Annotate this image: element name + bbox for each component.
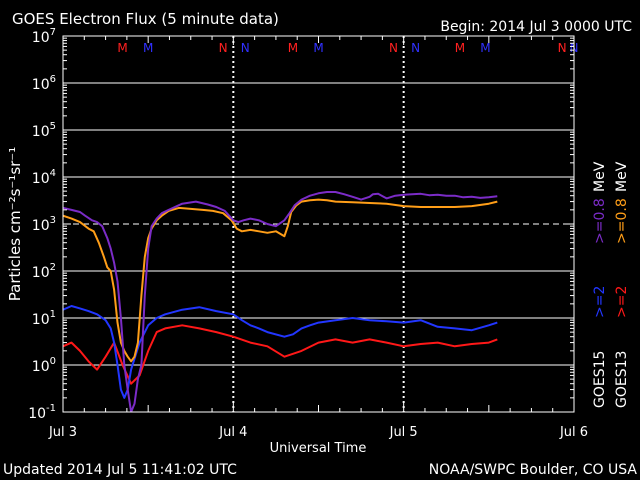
day-night-marker: M [313, 41, 323, 55]
y-tick-label: 105 [32, 121, 56, 140]
y-tick-label: 10-1 [28, 403, 56, 422]
day-night-marker: N [241, 41, 250, 55]
day-night-marker: N [219, 41, 228, 55]
day-night-marker: M [143, 41, 153, 55]
x-tick-label: Jul 3 [48, 425, 77, 440]
goes15-2mev-label: >=2 [592, 286, 608, 318]
y-axis-label: Particles cm⁻²s⁻¹sr⁻¹ [6, 147, 24, 301]
y-tick-label: 102 [32, 262, 56, 281]
y-tick-label: 104 [32, 168, 56, 187]
series-line-2 [63, 198, 498, 363]
goes15-label: GOES15 [592, 351, 608, 408]
y-tick-label: 101 [32, 309, 56, 328]
x-tick-label: Jul 6 [559, 425, 588, 440]
chart-title: GOES Electron Flux (5 minute data) [12, 10, 279, 28]
goes15-08mev-label: >=0.8 [592, 198, 608, 244]
day-night-marker: M [455, 41, 465, 55]
day-night-marker: N [411, 41, 420, 55]
day-night-marker: N [558, 41, 567, 55]
y-tick-label: 106 [32, 74, 56, 93]
series-line-1 [63, 305, 498, 399]
day-night-marker: M [480, 41, 490, 55]
legend: GOES15 GOES13 >=2 >=2 >=0.8 >=0.8 MeV Me… [592, 161, 630, 408]
grid [63, 36, 574, 412]
mev-unit-label-2: MeV [614, 161, 630, 192]
series-group [63, 191, 498, 412]
x-axis-label: Universal Time [270, 441, 367, 456]
y-tick-label: 100 [32, 356, 56, 375]
y-tick-label: 107 [32, 27, 56, 46]
series-line-3 [63, 191, 498, 412]
x-axis: Jul 3 Jul 4 Jul 5 Jul 6 [48, 36, 588, 440]
mev-unit-label-1: MeV [592, 161, 608, 192]
series-line-0 [63, 324, 498, 385]
begin-label: Begin: 2014 Jul 3 0000 UTC [440, 19, 632, 35]
day-night-marker: M [117, 41, 127, 55]
y-axis: 10-1 100 101 102 103 104 105 106 107 [28, 27, 574, 422]
updated-timestamp: Updated 2014 Jul 5 11:41:02 UTC [3, 462, 237, 478]
goes13-2mev-label: >=2 [614, 286, 630, 318]
day-night-marker: M [288, 41, 298, 55]
goes13-08mev-label: >=0.8 [614, 198, 630, 244]
x-tick-label: Jul 4 [218, 425, 247, 440]
day-night-marker: N [389, 41, 398, 55]
x-tick-label: Jul 5 [389, 425, 418, 440]
y-tick-label: 103 [32, 215, 56, 234]
goes13-label: GOES13 [614, 351, 630, 408]
source-credit: NOAA/SWPC Boulder, CO USA [429, 462, 638, 478]
